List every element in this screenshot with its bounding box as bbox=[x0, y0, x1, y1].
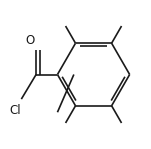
Text: O: O bbox=[26, 34, 35, 46]
Text: Cl: Cl bbox=[9, 104, 21, 117]
